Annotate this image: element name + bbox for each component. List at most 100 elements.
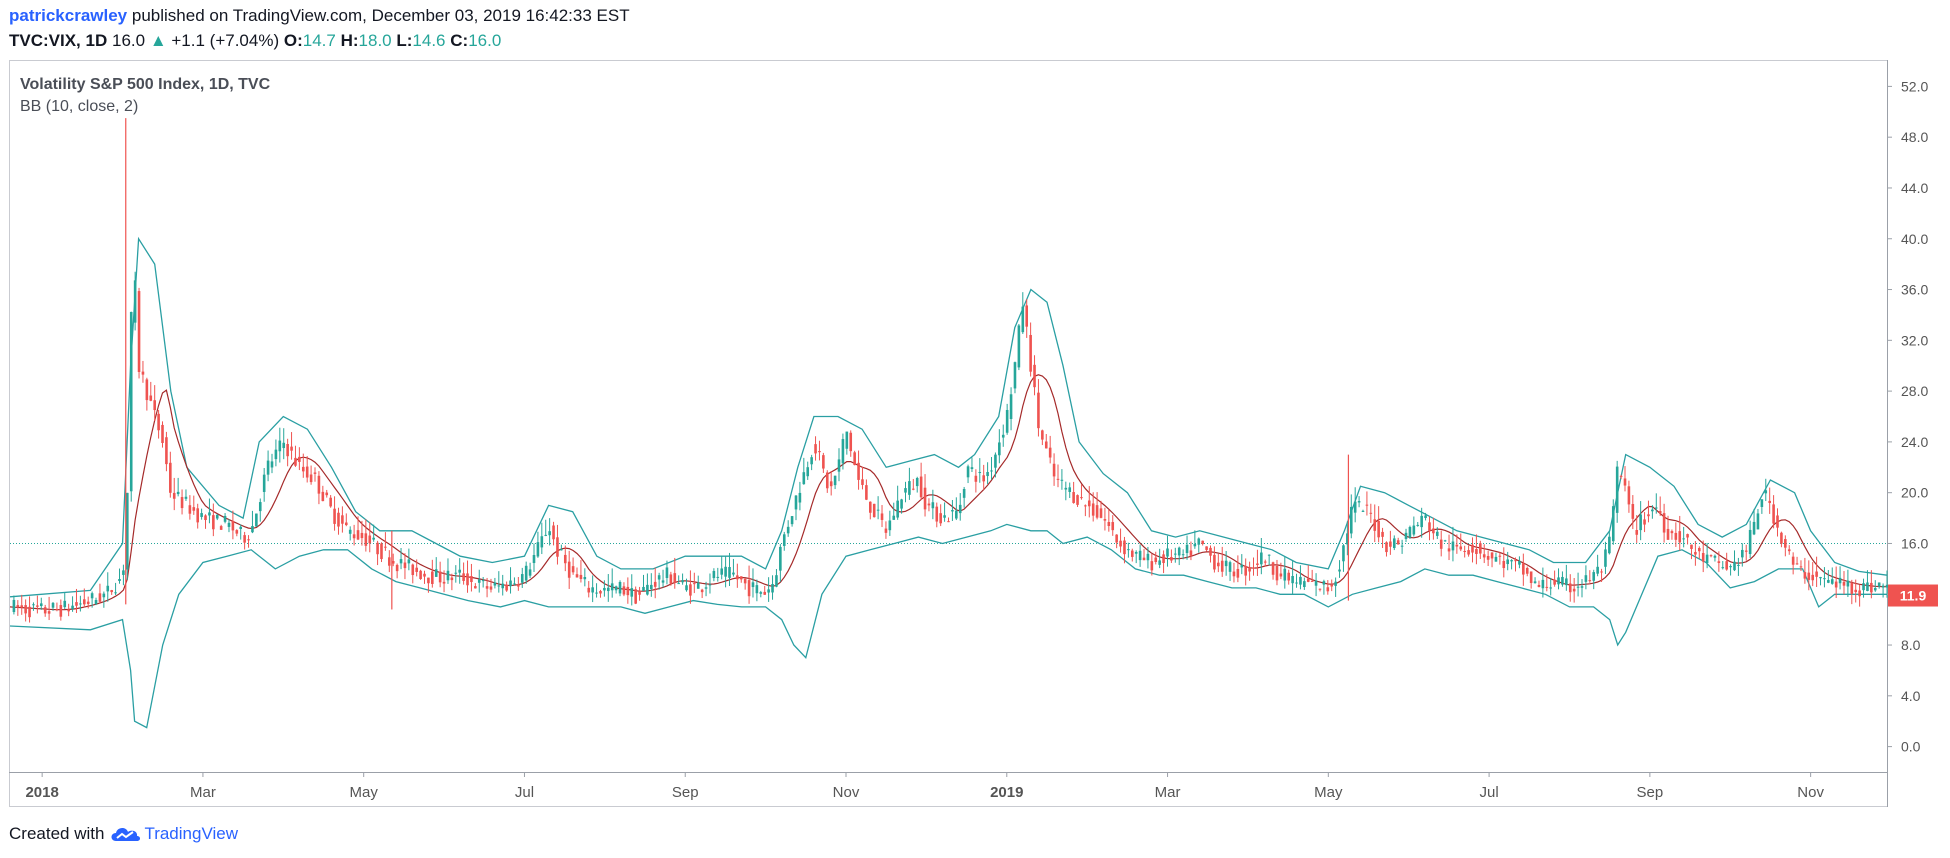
candle-body <box>368 535 372 544</box>
candle-body <box>786 526 790 534</box>
candle-body <box>1193 543 1197 547</box>
candle-body <box>1338 569 1341 572</box>
candle-body <box>1306 578 1310 582</box>
tradingview-link[interactable]: TradingView <box>144 824 238 843</box>
candle-body <box>1013 362 1017 389</box>
candle-body <box>998 442 1001 456</box>
candle-body <box>1244 565 1247 576</box>
author-link[interactable]: patrickcrawley <box>9 6 128 25</box>
candle-body <box>775 575 778 587</box>
candle-body <box>1252 567 1255 569</box>
candle-body <box>1658 511 1662 514</box>
candle-body <box>149 395 153 401</box>
candle-body <box>301 466 305 472</box>
candle-body <box>258 502 262 512</box>
candle-body <box>470 576 473 583</box>
candle-body <box>802 472 806 485</box>
candle-body <box>1647 514 1650 517</box>
candle-body <box>391 560 395 564</box>
price-tick-label: 36.0 <box>1901 282 1928 298</box>
candle-body <box>1283 568 1287 581</box>
candle-body <box>126 492 129 570</box>
candle-body <box>1784 539 1787 548</box>
candle-body <box>360 532 364 539</box>
candle-body <box>923 487 927 510</box>
candle-body <box>1439 539 1443 549</box>
candle-body <box>626 586 630 596</box>
candle-body <box>1400 545 1404 547</box>
candle-body <box>208 512 211 516</box>
candle-body <box>689 584 692 596</box>
candle-body <box>247 539 250 541</box>
candle-body <box>974 475 978 482</box>
last-price-tag <box>1888 584 1938 607</box>
candle-body <box>595 592 598 594</box>
candle-body <box>1803 572 1807 579</box>
candle-body <box>438 571 442 583</box>
candle-body <box>364 533 368 546</box>
candle-body <box>477 579 481 583</box>
candle-body <box>1044 441 1048 449</box>
candle-body <box>1819 577 1822 579</box>
indicator-label: BB (10, close, 2) <box>20 98 138 115</box>
candle-body <box>1412 525 1416 535</box>
candle-body <box>603 587 606 591</box>
candle-body <box>841 439 845 464</box>
candle-body <box>1361 510 1365 512</box>
candle-body <box>1846 580 1850 587</box>
candle-body <box>1596 566 1599 574</box>
candle-body <box>1780 532 1783 544</box>
candle-body <box>708 584 712 586</box>
candle-body <box>1389 541 1392 547</box>
candle-body <box>931 502 935 509</box>
candle-body <box>1318 588 1322 590</box>
candle-body <box>1447 548 1451 552</box>
candle-body <box>16 605 20 608</box>
candle-body <box>348 529 352 534</box>
candle-body <box>837 459 841 472</box>
candle-body <box>212 515 215 530</box>
candle-body <box>771 583 774 593</box>
candle-body <box>1240 564 1244 568</box>
candle-body <box>51 602 55 608</box>
candle-body <box>982 475 985 482</box>
candle-body <box>290 446 293 451</box>
candle-body <box>1764 490 1768 494</box>
candle-body <box>1123 540 1126 555</box>
price-tick-label: 28.0 <box>1901 383 1928 399</box>
candle-body <box>1150 561 1154 571</box>
price-axis[interactable]: 52.0 48.0 44.0 40.0 36.0 32.0 28.0 24.0 20.0 16.0… <box>1887 78 1938 755</box>
candle-body <box>1510 560 1513 562</box>
candle-body <box>239 526 243 530</box>
candle-body <box>528 569 532 576</box>
time-tick-label: Jul <box>1479 784 1498 801</box>
candle-body <box>829 481 833 487</box>
candle-body <box>872 503 876 518</box>
candle-body <box>1615 466 1619 513</box>
candle-body <box>1494 556 1498 562</box>
candle-body <box>1432 528 1435 534</box>
time-axis[interactable]: 2018 Mar May Jul Sep Nov 2019 Mar May Jul Sep Nov <box>25 772 1824 801</box>
candle-body <box>344 522 348 526</box>
candle-body <box>270 461 274 468</box>
candle-body <box>501 583 505 589</box>
candle-body <box>1529 571 1533 584</box>
price-tick-label: 32.0 <box>1901 332 1928 348</box>
candle-body <box>1138 550 1142 561</box>
candle-body <box>736 575 739 580</box>
candle-body <box>1686 534 1689 538</box>
candle-body <box>1072 492 1075 503</box>
candle-body <box>129 311 133 492</box>
symbol-quote-line: TVC:VIX, 1D 16.0 ▲ +1.1 (+7.04%) O:14.7 … <box>9 31 501 51</box>
candle-body <box>266 460 270 475</box>
candle-body <box>1197 538 1201 545</box>
candle-body <box>1737 564 1740 566</box>
candle-body <box>1701 553 1705 562</box>
price-change: +1.1 (+7.04%) <box>171 31 280 50</box>
candle-body <box>1154 557 1158 562</box>
candle-body <box>1545 586 1549 588</box>
candle-body <box>536 542 540 557</box>
candle-body <box>1678 531 1682 543</box>
candle-body <box>172 492 176 499</box>
